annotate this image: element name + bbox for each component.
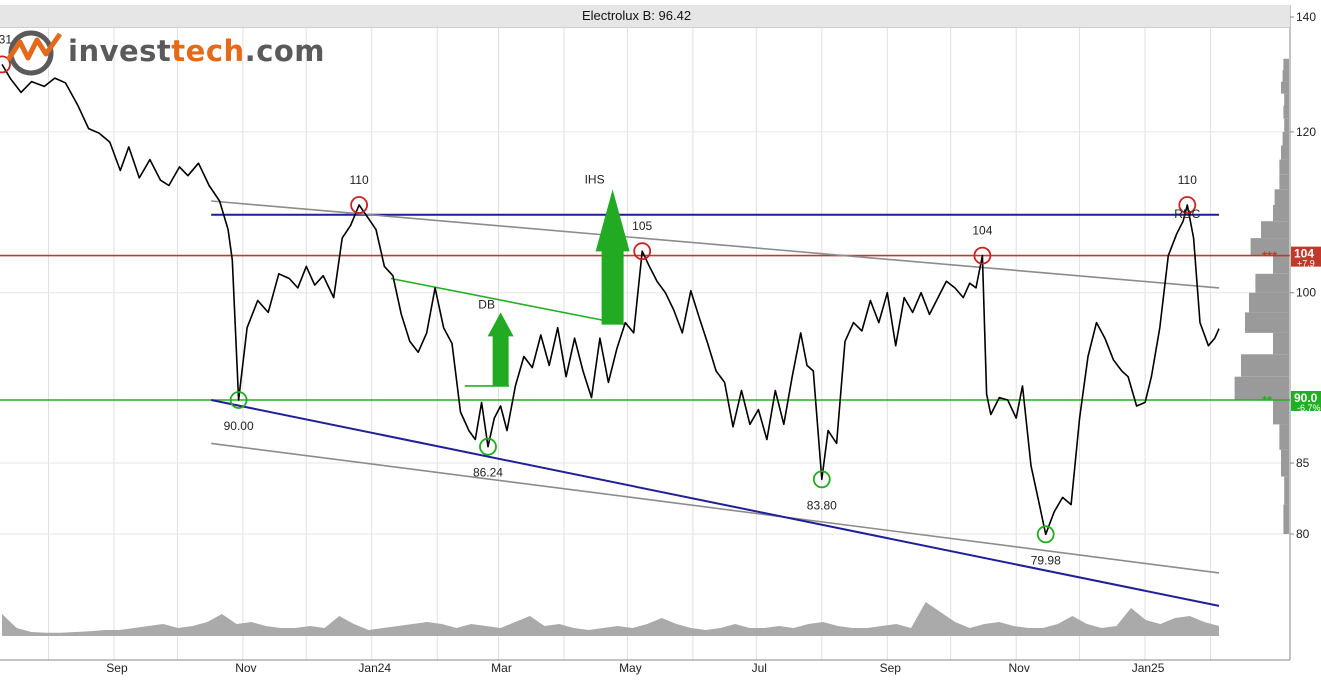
volume-profile-bar — [1283, 105, 1289, 119]
volume-profile-bar — [1273, 255, 1289, 274]
pattern-arrow — [595, 189, 630, 325]
price-line — [1, 63, 1220, 536]
extreme-marker-circle — [229, 391, 248, 409]
pattern-arrows — [487, 189, 630, 386]
price-tag-box — [1291, 390, 1321, 411]
y-tick-label: 100 — [1296, 286, 1316, 300]
price-tag-change: +7.9 — [1297, 259, 1315, 269]
pattern-label: DB — [478, 297, 495, 311]
volume-profile-bar — [1281, 449, 1289, 477]
volume-profile-bar — [1279, 174, 1289, 190]
extreme-marker-circle — [973, 246, 992, 265]
volume-profile-bar — [1279, 424, 1289, 450]
x-tick-label: Jan25 — [1132, 661, 1165, 675]
x-tick-label: Jan24 — [358, 661, 391, 675]
pattern-label: IHS — [585, 172, 605, 186]
extreme-marker-circle — [350, 196, 369, 214]
y-tick-label: 140 — [1296, 10, 1316, 24]
volume-profile-bar — [1234, 376, 1289, 400]
trendline — [211, 442, 1220, 574]
extreme-marker-circle — [633, 242, 652, 261]
extreme-marker-label: 83.80 — [807, 498, 837, 512]
price-tag-change: -6.7% — [1297, 403, 1321, 413]
grid — [0, 16, 1290, 660]
volume-profile-bar — [1273, 332, 1289, 355]
y-tick-label: 80 — [1296, 527, 1310, 541]
extreme-marker-circle — [812, 470, 831, 489]
extreme-marker-label: 86.24 — [473, 466, 503, 480]
extreme-marker-label: 90.00 — [224, 419, 254, 433]
pattern-arrow — [487, 312, 514, 386]
volume-profile-bar — [1283, 58, 1289, 70]
volume-profile-bar — [1261, 221, 1289, 239]
extreme-marker-circle — [479, 437, 497, 456]
volume-profile-bar — [1249, 292, 1289, 313]
extreme-marker-circle — [1036, 525, 1055, 544]
extreme-marker-label: 110 — [1178, 173, 1197, 187]
volume-profile-bar — [1274, 189, 1289, 205]
volume-area — [2, 602, 1219, 636]
volume-profile-bar — [1284, 476, 1289, 505]
extreme-marker-label: 104 — [972, 224, 992, 238]
extreme-marker-circle — [1178, 196, 1197, 214]
trendline — [390, 277, 626, 326]
trendlines — [0, 200, 1290, 607]
volume-profile-bar — [1282, 70, 1289, 82]
volume-profile-bar — [1279, 159, 1289, 175]
x-tick-label: Sep — [880, 661, 902, 675]
extreme-marker-label: 79.98 — [1031, 553, 1061, 567]
volume-profile-bar — [1284, 93, 1289, 106]
volume-profile-bar — [1250, 238, 1289, 256]
extreme-marker-label: 105 — [632, 219, 652, 233]
x-tick-label: Nov — [1008, 661, 1029, 675]
extreme-marker-label: 110 — [350, 173, 369, 187]
x-tick-label: Sep — [106, 661, 128, 675]
x-tick-label: Mar — [491, 661, 512, 675]
volume-profile-bar — [1282, 131, 1289, 146]
x-tick-label: May — [619, 661, 642, 675]
volume-profile-bar — [1283, 504, 1289, 534]
logo-icon — [5, 30, 63, 76]
volume-profile-bar — [1273, 400, 1289, 425]
volume-profile-bar — [1284, 118, 1289, 132]
trendline — [211, 200, 1220, 289]
pattern-label: RDC — [1174, 207, 1200, 221]
extreme-marker-circle — [0, 55, 11, 74]
price-tag-stars: ** — [1262, 393, 1273, 408]
extreme-markers: 131 90.00 110 86.24 105 83.80 104 79.98 110 — [0, 32, 1197, 567]
volume-profile-bar — [1255, 273, 1289, 293]
chart-title-bar: Electrolux B: 96.42 — [0, 5, 1290, 28]
y-tick-label: 85 — [1296, 456, 1310, 470]
price-tag-value: 104 — [1294, 247, 1314, 261]
plot-area — [0, 27, 1290, 660]
volume-profile-bar — [1281, 145, 1289, 160]
trendline — [210, 399, 1220, 607]
investtech-logo: investtech.com — [5, 30, 325, 76]
x-tick-label: Jul — [752, 661, 767, 675]
y-tick-label: 120 — [1296, 125, 1316, 139]
volume-profile-bar — [1281, 81, 1289, 94]
volume-profile-bar — [1273, 205, 1289, 222]
price-tag-box — [1291, 246, 1321, 267]
logo-wordmark: investtech.com — [68, 34, 326, 68]
volume-profile-bar — [1241, 354, 1289, 377]
volume-profile — [1234, 58, 1289, 534]
extreme-marker-label: 131 — [0, 32, 12, 46]
volume-profile-bar — [1245, 312, 1289, 333]
price-tag-value: 90.0 — [1294, 391, 1318, 405]
x-tick-label: Nov — [235, 661, 256, 675]
price-tag-stars: *** — [1262, 249, 1278, 264]
chart-title: Electrolux B: 96.42 — [581, 8, 692, 23]
